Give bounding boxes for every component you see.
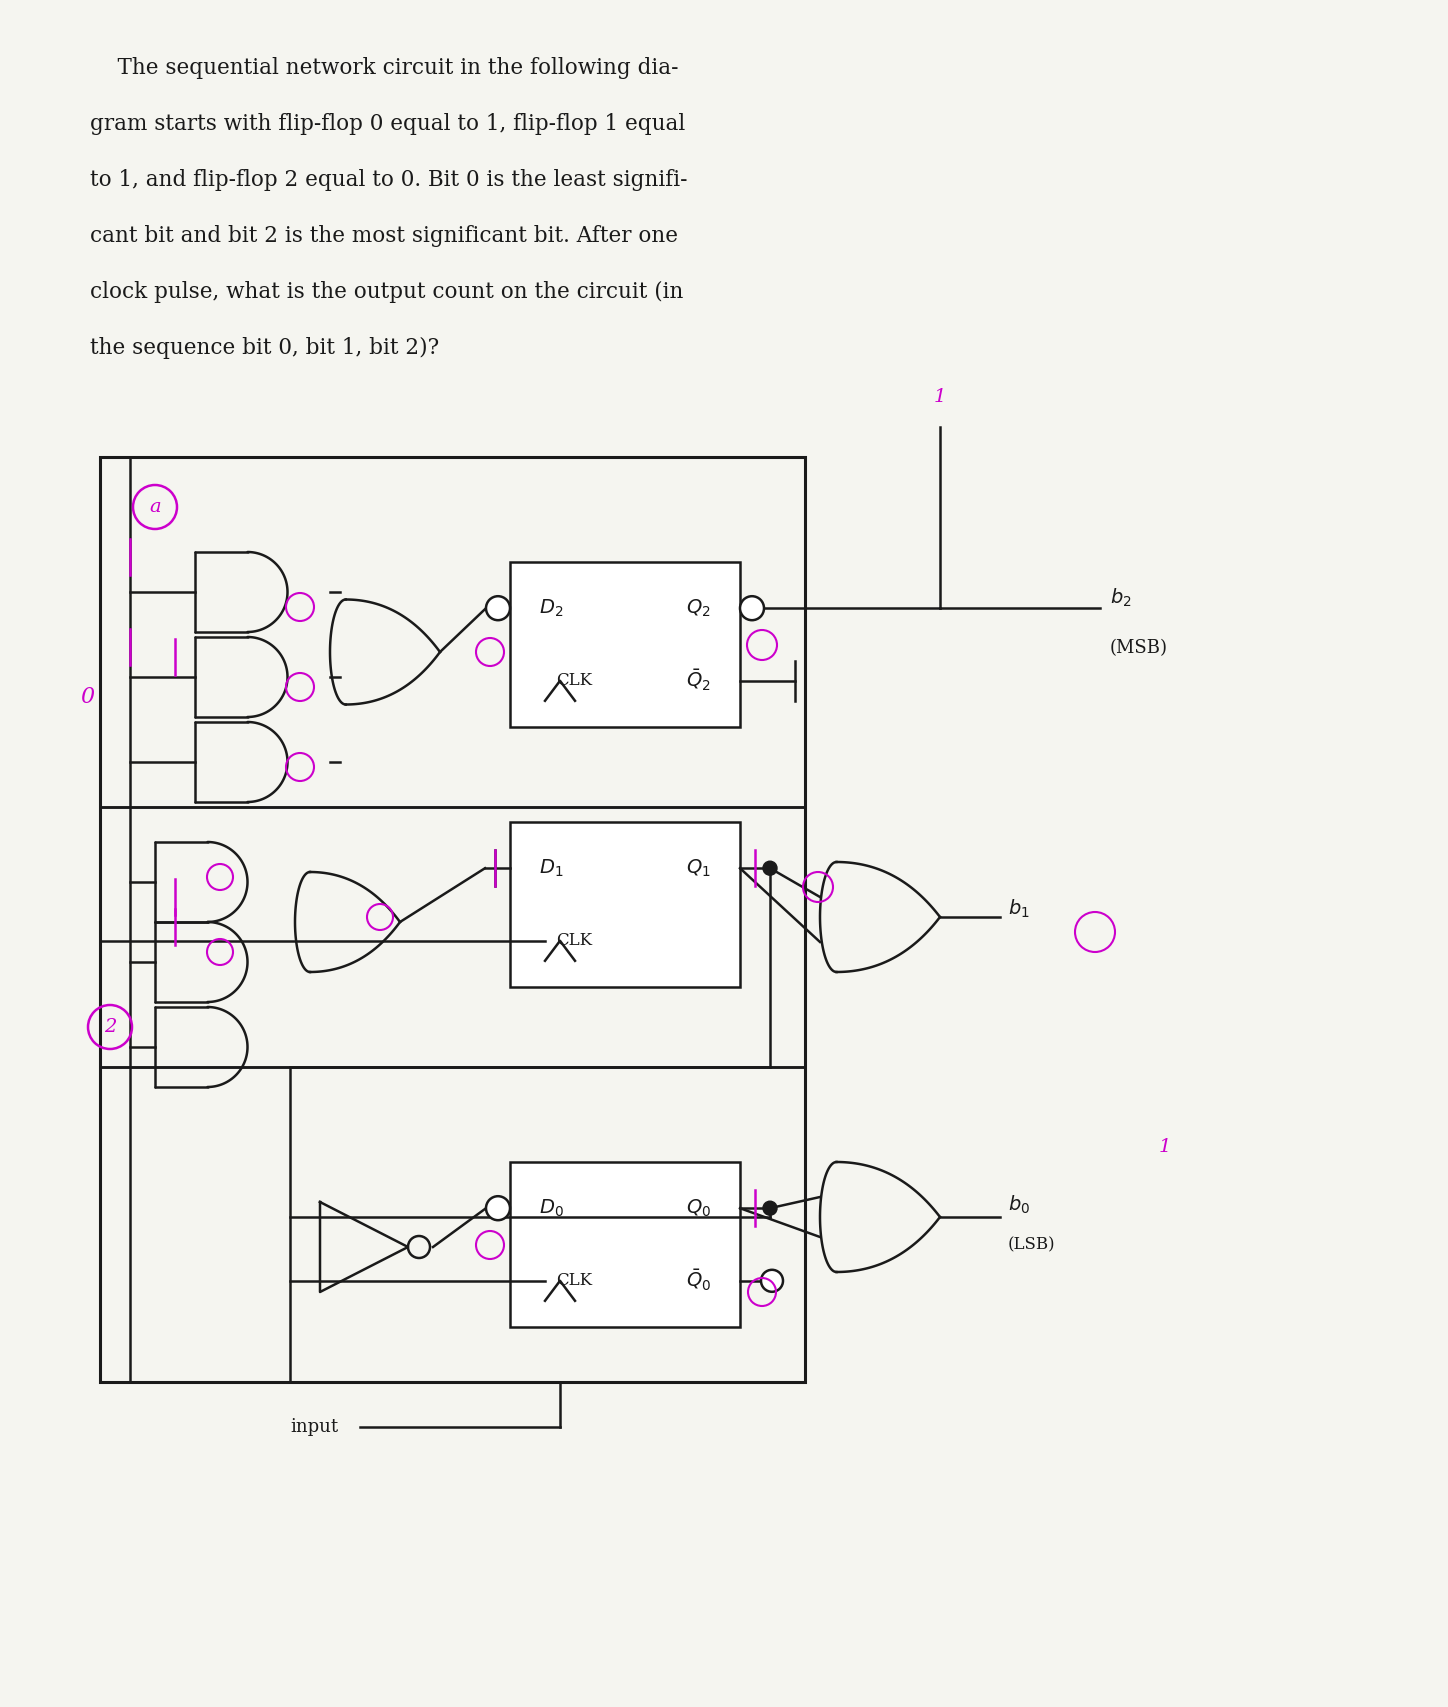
Text: $\bar{Q}_0$: $\bar{Q}_0$ (686, 1268, 711, 1294)
Bar (510, 823, 740, 987)
Text: The sequential network circuit in the following dia-: The sequential network circuit in the fo… (90, 56, 679, 79)
Text: 1: 1 (1158, 1139, 1171, 1156)
Text: $D_0$: $D_0$ (539, 1198, 563, 1219)
Text: (MSB): (MSB) (1111, 638, 1169, 657)
Text: $\bar{Q}_2$: $\bar{Q}_2$ (686, 667, 711, 693)
Text: $D_1$: $D_1$ (539, 857, 563, 879)
Text: $b_2$: $b_2$ (1111, 587, 1132, 609)
Text: $Q_2$: $Q_2$ (686, 597, 711, 620)
Circle shape (487, 596, 510, 620)
Bar (100, 807, 805, 1067)
Text: cant bit and bit 2 is the most significant bit. After one: cant bit and bit 2 is the most significa… (90, 225, 678, 248)
Text: CLK: CLK (556, 673, 592, 690)
Text: $b_0$: $b_0$ (1008, 1193, 1030, 1215)
Text: 2: 2 (104, 1017, 116, 1036)
Circle shape (762, 1270, 783, 1292)
Text: $Q_0$: $Q_0$ (686, 1198, 711, 1219)
Text: 1: 1 (934, 387, 946, 406)
Circle shape (740, 596, 765, 620)
Circle shape (763, 862, 778, 876)
Text: gram starts with flip-flop 0 equal to 1, flip-flop 1 equal: gram starts with flip-flop 0 equal to 1,… (90, 113, 685, 135)
Text: CLK: CLK (556, 1272, 592, 1289)
Bar (100, 457, 805, 807)
Circle shape (487, 1197, 510, 1221)
Text: $b_1$: $b_1$ (1008, 898, 1030, 920)
Text: a: a (149, 498, 161, 516)
Bar (290, 1067, 805, 1383)
Text: CLK: CLK (556, 932, 592, 949)
Bar (100, 457, 805, 1383)
Bar (510, 562, 740, 727)
Text: input: input (290, 1419, 339, 1436)
Bar (510, 1162, 740, 1326)
Text: (LSB): (LSB) (1008, 1236, 1056, 1253)
Text: $Q_1$: $Q_1$ (686, 857, 711, 879)
Text: clock pulse, what is the output count on the circuit (in: clock pulse, what is the output count on… (90, 282, 683, 304)
Text: 0: 0 (80, 686, 94, 708)
Text: $D_2$: $D_2$ (539, 597, 563, 620)
Circle shape (763, 1202, 778, 1215)
Text: to 1, and flip-flop 2 equal to 0. Bit 0 is the least signifi-: to 1, and flip-flop 2 equal to 0. Bit 0 … (90, 169, 688, 191)
Text: the sequence bit 0, bit 1, bit 2)?: the sequence bit 0, bit 1, bit 2)? (90, 336, 439, 358)
